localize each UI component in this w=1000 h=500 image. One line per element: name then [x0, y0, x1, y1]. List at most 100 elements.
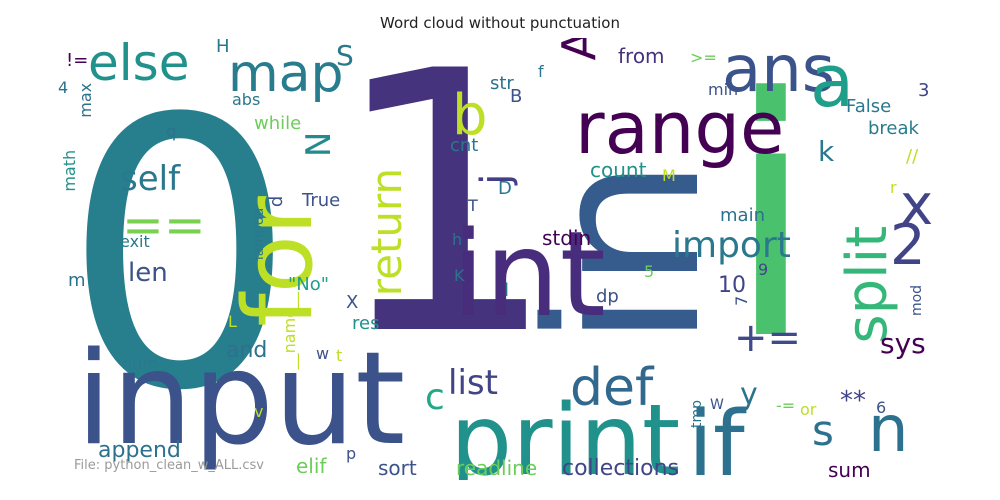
word-from-47: from: [618, 44, 665, 68]
word-h-79: H: [216, 38, 230, 57]
word-q-94: q: [166, 122, 177, 141]
word-d-81: D: [498, 178, 512, 199]
word-cloud: 1 0 i in input int print for if range ans a n map else…: [58, 38, 942, 480]
word-max-63: max: [76, 82, 95, 118]
word-eqeq-21: ==: [122, 196, 206, 254]
word-map-13: map: [228, 44, 344, 104]
word-while-53: while: [254, 113, 302, 134]
word-k-36: k: [818, 135, 835, 168]
word-s-32: s: [812, 406, 834, 455]
word-a-11: a: [810, 39, 855, 123]
word-input-4: input: [76, 325, 406, 474]
word-abs-57: abs: [232, 90, 261, 109]
word-c-28: c: [425, 377, 445, 418]
word-t-96: t: [336, 346, 343, 365]
word-dp-61: dp: [596, 286, 619, 307]
word-0-1: 0: [62, 42, 298, 472]
word-ans-10: ans: [722, 38, 836, 107]
word-sys-29: sys: [880, 327, 926, 360]
word-break-48: break: [868, 118, 919, 139]
word-sort-41: sort: [378, 456, 417, 480]
word-y-33: y: [740, 377, 758, 412]
word-7-77: 7: [732, 295, 751, 306]
word-and-39: and: [226, 338, 268, 363]
word-if-8: if: [688, 392, 745, 481]
word-or-69: or: [800, 400, 817, 419]
word-t-85: T: [468, 196, 478, 215]
word-6-76: 6: [876, 398, 887, 417]
word-uunameuu-65: __name__: [280, 291, 299, 370]
word-mod-66: mod: [909, 284, 925, 317]
word-res-54: res: [352, 313, 380, 334]
word-split-15: split: [835, 225, 900, 344]
word-f-89: f: [538, 62, 544, 81]
word-math-62: math: [60, 149, 79, 192]
word-cnt-58: cnt: [450, 135, 479, 156]
word-d-88: d: [266, 195, 287, 208]
word-tmp-67: tmp: [689, 400, 705, 429]
word-false-49: False: [846, 96, 892, 117]
word-h-90: h: [452, 230, 463, 249]
word-x-86: X: [346, 292, 359, 313]
word-range-9: range: [575, 86, 785, 170]
word-2-20: 2: [890, 213, 926, 278]
word-slashslash-72: //: [906, 146, 919, 167]
word-int-5: int: [452, 205, 606, 343]
word-3-73: 3: [918, 80, 930, 101]
word-l-91: l: [504, 280, 510, 301]
word-starstar-34: **: [840, 386, 866, 416]
word-count-45: count: [590, 158, 647, 182]
word-l-83: L: [228, 312, 237, 331]
chart-title: Word cloud without punctuation: [380, 14, 620, 32]
word-bangeq-70: !=: [66, 50, 89, 71]
word-lambda-64: lambda: [251, 207, 267, 261]
word-p-93: p: [346, 444, 357, 463]
word-sum-42: sum: [828, 458, 871, 480]
word-k-82: K: [454, 266, 465, 285]
word-collections-40: collections: [562, 456, 680, 480]
word-min-60: min: [708, 80, 739, 99]
word-m-84: M: [662, 166, 676, 185]
word-a-22: A: [552, 38, 606, 61]
word-n-31: N: [299, 131, 339, 158]
word-x-19: x: [900, 173, 934, 238]
word-r-95: r: [890, 178, 897, 197]
word-m-92: m: [68, 270, 86, 291]
word-pluseq-26: +=: [734, 315, 802, 361]
word-b-18: b: [452, 83, 488, 148]
word-stdin-46: stdin: [542, 226, 592, 250]
word-return-17: return: [362, 167, 411, 297]
word-main-50: main: [720, 205, 765, 226]
word-b-80: B: [510, 86, 523, 107]
word-4-74: 4: [58, 78, 69, 97]
word-append-38: append: [98, 438, 181, 463]
word-print-6: print: [450, 384, 681, 480]
word-v-97: v: [254, 402, 264, 421]
word-n-12: n: [868, 393, 909, 467]
word-import-23: import: [672, 225, 791, 266]
word-1-0: 1: [330, 38, 560, 414]
word-w-87: W: [710, 397, 724, 413]
word-i-2: i: [725, 38, 817, 412]
word-num-55: num: [122, 354, 158, 373]
word-exit-56: exit: [120, 232, 150, 251]
word-else-14: else: [88, 38, 190, 92]
word-list-25: list: [448, 363, 498, 403]
word-true-51: True: [302, 190, 341, 211]
word-self-24: self: [120, 159, 181, 199]
word-9-78: 9: [758, 260, 769, 279]
word-elif-43: elif: [296, 454, 327, 478]
word-len-30: len: [128, 258, 168, 288]
word-str-59: str: [490, 73, 514, 94]
word-s-35: S: [336, 39, 354, 72]
word-10-37: 10: [718, 273, 746, 298]
word-def-16: def: [570, 358, 654, 418]
word-minuseq-68: -=: [776, 396, 796, 415]
word-w-98: w: [316, 344, 330, 363]
source-file-label: File: python_clean_w_ALL.csv: [74, 458, 264, 473]
word-readline-44: readline: [456, 456, 538, 480]
word-qnoq-52: "No": [288, 274, 330, 295]
word-gteq-71: >=: [690, 48, 717, 67]
word-5-75: 5: [644, 262, 655, 281]
